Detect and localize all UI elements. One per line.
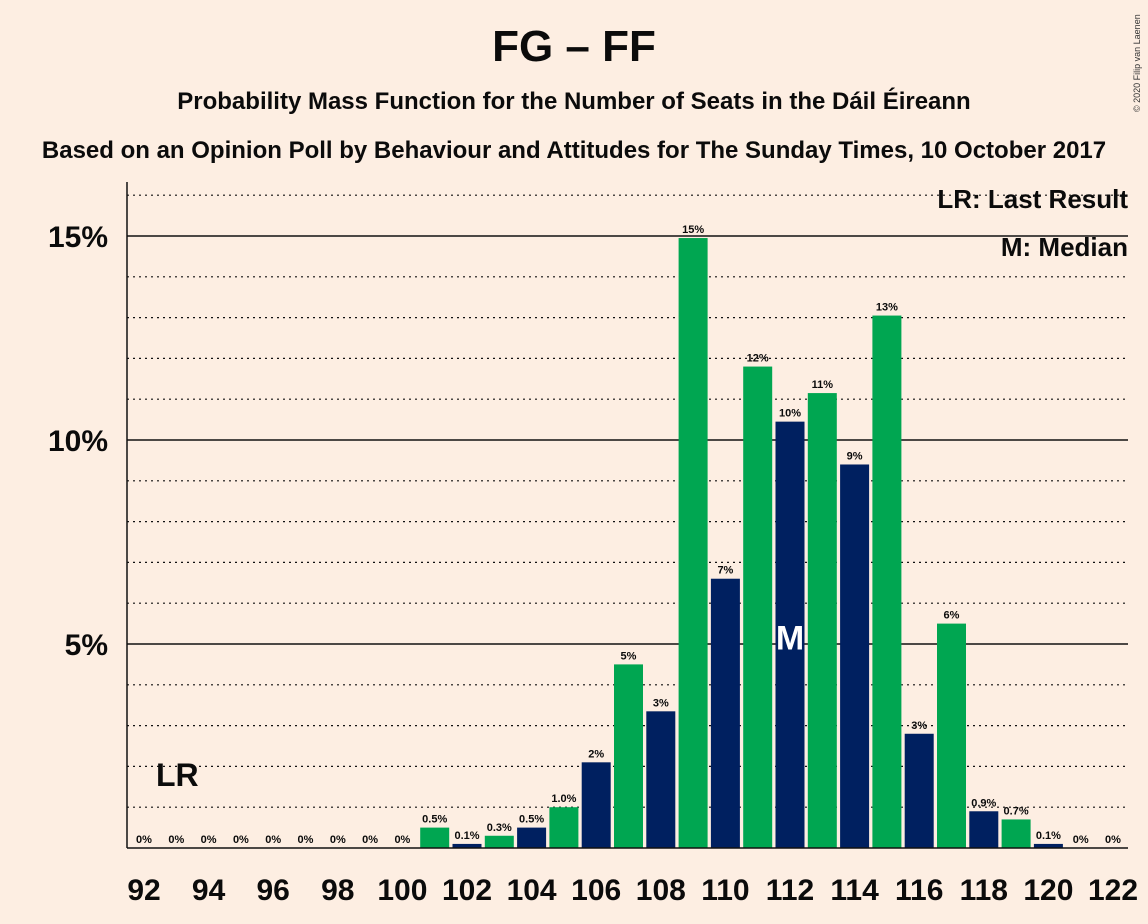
x-tick-label: 114	[830, 874, 879, 907]
bar-value-label: 0%	[362, 834, 378, 846]
x-tick-label: 96	[257, 874, 290, 907]
x-tick-label: 116	[895, 874, 943, 907]
bar-value-label: 0%	[330, 834, 346, 846]
bar-value-label: 0.7%	[1004, 805, 1029, 817]
legend-last-result: LR: Last Result	[937, 184, 1128, 214]
bar-value-label: 0%	[394, 834, 410, 846]
bar-value-label: 3%	[911, 720, 927, 732]
bar-seat-102	[452, 843, 482, 848]
x-tick-label: 100	[377, 874, 427, 907]
x-tick-label: 104	[507, 874, 557, 907]
chart-source-subtitle: Based on an Opinion Poll by Behaviour an…	[41, 137, 1107, 164]
bar-value-label: 0%	[168, 834, 184, 846]
bar-seat-120	[1033, 843, 1063, 848]
bar-value-label: 3%	[653, 697, 669, 709]
bar-seat-106	[581, 762, 611, 848]
bar-value-label: 0%	[136, 834, 152, 846]
x-tick-label: 102	[442, 874, 492, 907]
bar-value-label: 1.0%	[551, 793, 576, 805]
bar-value-label: 9%	[847, 450, 863, 462]
markers-group: M LR	[156, 620, 804, 793]
bar-value-label: 2%	[588, 748, 604, 760]
bar-seat-114	[840, 464, 870, 848]
bar-seat-110	[710, 578, 740, 848]
bar-seat-111	[743, 366, 773, 848]
bar-seat-117	[937, 623, 966, 848]
bar-seat-107	[614, 664, 643, 848]
bar-value-label: 13%	[876, 302, 898, 314]
bar-seat-115	[872, 315, 902, 848]
bar-value-label: 0.1%	[454, 830, 479, 842]
chart-subtitle: Probability Mass Function for the Number…	[177, 88, 971, 115]
bar-seat-113	[807, 393, 837, 848]
x-tick-label: 122	[1088, 874, 1138, 907]
x-tick-label: 92	[127, 874, 160, 907]
bar-seat-119	[1001, 819, 1031, 848]
bar-seat-101	[420, 827, 450, 848]
bar-value-label: 11%	[812, 379, 834, 391]
bar-value-label: 0.3%	[487, 822, 512, 834]
bar-value-label: 0%	[298, 834, 314, 846]
bar-value-label: 0%	[265, 834, 281, 846]
bar-seat-112	[775, 421, 805, 848]
bar-value-label: 12%	[747, 353, 769, 365]
bar-seat-116	[904, 733, 934, 848]
x-tick-label: 94	[192, 874, 226, 907]
x-tick-label: 106	[571, 874, 621, 907]
bar-seat-108	[646, 711, 676, 848]
bar-seat-104	[517, 827, 547, 848]
bars-group: 0% 0% 0% 0% 0% 0% 0% 0% 0% 0.5% 0.1% 0.3% 0.5% 1.0% 2%…	[136, 224, 1121, 849]
y-tick-label: 10%	[48, 425, 108, 458]
bar-value-label: 6%	[944, 610, 960, 622]
bar-value-label: 0%	[201, 834, 217, 846]
legend-median: M: Median	[1001, 232, 1128, 262]
bar-seat-103	[484, 835, 514, 848]
bar-seat-118	[969, 811, 999, 848]
bar-value-label: 5%	[621, 650, 637, 662]
bar-value-label: 0%	[233, 834, 249, 846]
bar-value-label: 0.9%	[971, 797, 996, 809]
y-tick-label: 15%	[48, 221, 108, 254]
x-tick-label: 120	[1023, 874, 1073, 907]
x-tick-label: 110	[701, 874, 749, 907]
bar-value-label: 10%	[779, 408, 801, 420]
bar-seat-105	[549, 807, 579, 848]
last-result-marker: LR	[156, 757, 199, 793]
bar-value-label: 15%	[682, 224, 704, 236]
y-tick-label: 5%	[65, 629, 108, 662]
chart-title: FG – FF	[492, 22, 656, 71]
bar-value-label: 0.5%	[422, 814, 447, 826]
axes-group: 5% 10% 15% 92 94 96 98 100 102 104 106 108 110 112 114…	[48, 182, 1138, 907]
x-tick-label: 112	[766, 874, 814, 907]
bar-value-label: 0%	[1105, 834, 1121, 846]
x-tick-label: 108	[636, 874, 686, 907]
x-tick-label: 118	[960, 874, 1008, 907]
bar-value-label: 0.1%	[1036, 830, 1061, 842]
median-marker: M	[776, 620, 804, 658]
bar-value-label: 0.5%	[519, 814, 544, 826]
bar-value-label: 7%	[717, 565, 733, 577]
x-tick-label: 98	[321, 874, 354, 907]
bar-value-label: 0%	[1073, 834, 1089, 846]
bar-seat-109	[678, 238, 708, 849]
